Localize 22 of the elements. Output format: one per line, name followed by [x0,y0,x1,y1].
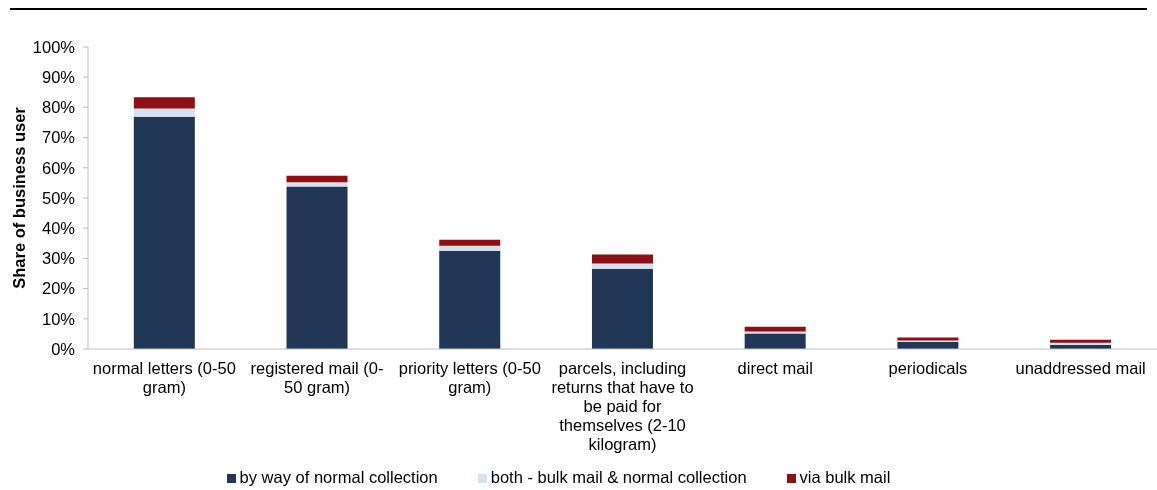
legend-label: via bulk mail [799,468,891,486]
x-tick-label: parcels, including returns that have to be paid for themselves (2-10 kilogram) [551,359,694,453]
y-tick-label: 70% [41,128,76,147]
y-axis-title: Share of business user [10,106,28,289]
y-tick-label: 30% [41,249,76,268]
legend-label: by way of normal collection [239,468,438,486]
y-tick-label: 90% [41,68,76,87]
y-tick-label: 100% [32,37,76,56]
x-tick-label: normal letters (0-50 gram) [92,359,236,396]
legend-label: both - bulk mail & normal collection [490,468,747,486]
y-tick-label: 80% [41,98,76,117]
x-tick-label: unaddressed mail [1015,359,1146,377]
y-tick-label: 50% [41,188,76,207]
y-tick-label: 0% [51,339,76,358]
x-tick-label: direct mail [737,359,813,377]
y-tick-label: 60% [41,158,76,177]
y-tick-label: 10% [41,309,76,328]
y-tick-label: 20% [41,279,76,298]
x-tick-label: priority letters (0-50 gram) [398,359,541,396]
x-tick-label: registered mail (0-50 gram) [250,359,384,396]
x-tick-label: periodicals [888,359,968,377]
y-tick-label: 40% [41,219,76,238]
